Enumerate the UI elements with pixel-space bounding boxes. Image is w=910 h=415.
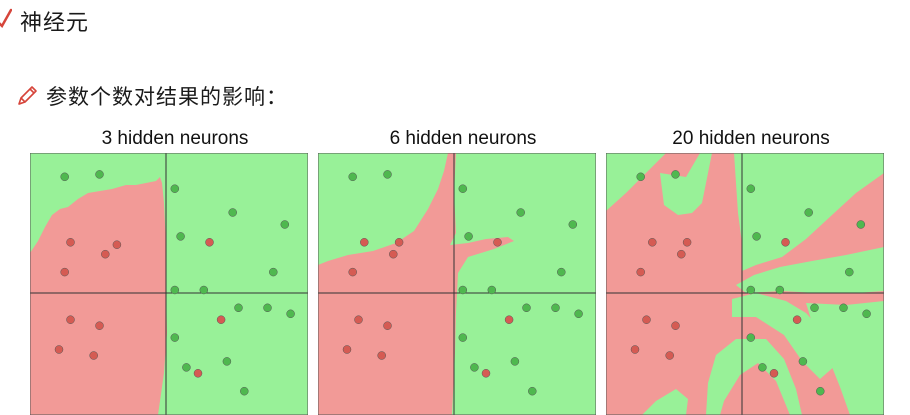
red-data-point bbox=[682, 238, 692, 247]
red-data-point bbox=[389, 249, 398, 259]
plot-title: 6 hidden neurons bbox=[389, 128, 537, 149]
green-data-point bbox=[464, 232, 473, 241]
plots-row: 3 hidden neurons 6 hidden neurons 20 hid… bbox=[0, 124, 910, 415]
decision-boundary-plot-3 bbox=[30, 153, 308, 415]
red-data-point bbox=[769, 369, 779, 378]
checkmark-icon bbox=[0, 6, 12, 36]
green-data-point bbox=[804, 208, 813, 217]
green-data-point bbox=[746, 285, 756, 295]
section-heading: 神经元 bbox=[0, 4, 89, 38]
green-data-point bbox=[862, 309, 871, 319]
green-data-point bbox=[671, 170, 680, 179]
red-data-point bbox=[348, 267, 357, 277]
red-data-point bbox=[781, 238, 790, 247]
green-data-point bbox=[810, 303, 819, 313]
green-data-point bbox=[568, 220, 578, 229]
red-data-point bbox=[493, 238, 502, 247]
red-data-point bbox=[630, 345, 640, 354]
green-data-point bbox=[522, 303, 531, 313]
green-data-point bbox=[528, 386, 537, 396]
green-data-point bbox=[383, 170, 392, 179]
green-data-point bbox=[746, 333, 756, 342]
green-data-point bbox=[856, 220, 866, 229]
red-data-point bbox=[360, 238, 369, 247]
red-data-point bbox=[354, 315, 363, 324]
decision-boundary-plot-6 bbox=[318, 153, 596, 415]
green-data-point bbox=[551, 303, 560, 313]
green-data-point bbox=[470, 363, 479, 372]
green-data-point bbox=[845, 267, 854, 277]
red-data-point bbox=[394, 238, 404, 247]
green-data-point bbox=[458, 184, 468, 193]
red-data-point bbox=[95, 321, 104, 330]
pencil-icon bbox=[18, 86, 37, 105]
green-data-point bbox=[348, 172, 357, 182]
green-data-point bbox=[95, 170, 104, 179]
plot-panel-20: 20 hidden neurons bbox=[606, 124, 896, 415]
plot-title: 20 hidden neurons bbox=[672, 128, 830, 149]
red-data-point bbox=[193, 369, 203, 378]
green-data-point bbox=[170, 285, 180, 295]
red-data-point bbox=[66, 238, 75, 247]
green-data-point bbox=[176, 232, 185, 241]
green-data-point bbox=[775, 285, 785, 295]
red-data-point bbox=[89, 351, 98, 360]
red-data-point bbox=[665, 351, 674, 360]
green-data-point bbox=[636, 172, 645, 182]
green-data-point bbox=[228, 208, 237, 217]
green-data-point bbox=[60, 172, 69, 182]
green-data-point bbox=[170, 333, 180, 342]
green-data-point bbox=[487, 285, 497, 295]
red-data-point bbox=[383, 321, 392, 330]
green-data-point bbox=[234, 303, 243, 313]
red-data-point bbox=[648, 238, 657, 247]
green-data-point bbox=[574, 309, 583, 319]
green-data-point bbox=[516, 208, 525, 217]
green-data-point bbox=[752, 232, 761, 241]
heading-title: 神经元 bbox=[20, 11, 90, 36]
red-data-point bbox=[677, 249, 686, 259]
green-data-point bbox=[798, 357, 808, 366]
green-data-point bbox=[816, 386, 825, 396]
green-data-point bbox=[170, 184, 180, 193]
red-data-point bbox=[66, 315, 75, 324]
green-data-point bbox=[240, 386, 249, 396]
red-data-point bbox=[377, 351, 386, 360]
red-data-point bbox=[481, 369, 491, 378]
green-data-point bbox=[458, 285, 468, 295]
red-data-point bbox=[792, 315, 802, 324]
green-data-point bbox=[280, 220, 290, 229]
green-data-point bbox=[263, 303, 272, 313]
green-data-point bbox=[269, 267, 278, 277]
plot-title: 3 hidden neurons bbox=[101, 128, 249, 149]
green-data-point bbox=[286, 309, 295, 319]
plot-panel-6: 6 hidden neurons bbox=[318, 124, 608, 415]
decision-boundary-plot-20 bbox=[606, 153, 884, 415]
plot-panel-3: 3 hidden neurons bbox=[30, 124, 320, 415]
red-data-point bbox=[636, 267, 645, 277]
green-data-point bbox=[839, 303, 848, 313]
red-data-point bbox=[205, 238, 214, 247]
green-data-point bbox=[182, 363, 191, 372]
red-data-point bbox=[342, 345, 352, 354]
red-data-point bbox=[112, 240, 122, 249]
red-data-point bbox=[216, 315, 226, 324]
green-data-point bbox=[222, 357, 232, 366]
red-data-point bbox=[54, 345, 64, 354]
red-data-point bbox=[671, 321, 680, 330]
red-data-point bbox=[101, 249, 110, 259]
subheading: 参数个数对结果的影响： bbox=[14, 80, 288, 112]
green-data-point bbox=[510, 357, 520, 366]
green-data-point bbox=[758, 363, 767, 372]
red-data-point bbox=[504, 315, 514, 324]
subheading-text: 参数个数对结果的影响： bbox=[46, 85, 288, 109]
red-data-point bbox=[642, 315, 651, 324]
green-data-point bbox=[458, 333, 468, 342]
green-data-point bbox=[199, 285, 209, 295]
green-data-point bbox=[557, 267, 566, 277]
red-data-point bbox=[60, 267, 69, 277]
green-data-point bbox=[746, 184, 756, 193]
